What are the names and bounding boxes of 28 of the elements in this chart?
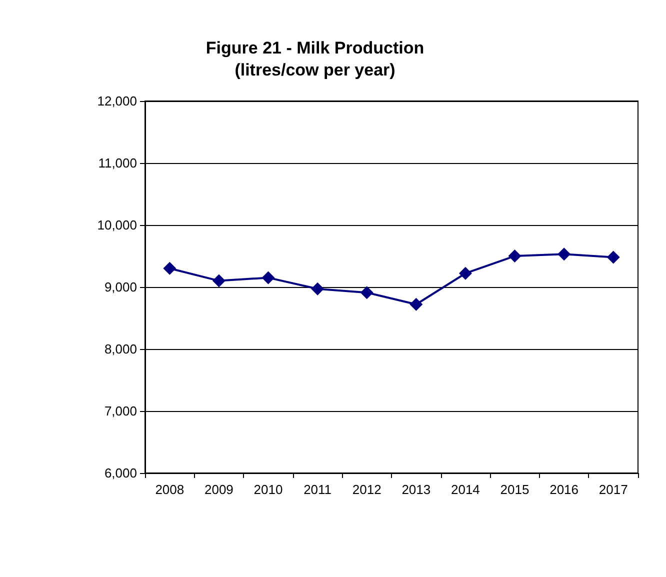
x-tick-label: 2016 [550,482,579,497]
y-tick-label: 9,000 [104,280,137,294]
point [410,298,423,311]
chart-title: Figure 21 - Milk Production (litres/cow per year) [206,38,424,80]
x-tick-label: 2012 [352,482,382,497]
point [262,271,275,284]
point [163,262,176,275]
point [558,248,571,261]
x-tick-label: 2014 [450,482,480,497]
x-tick-label: 2008 [155,482,184,497]
point [311,282,324,296]
y-tick-label: 12,000 [97,94,137,108]
point [212,274,226,288]
y-tick-label: 10,000 [97,218,137,232]
x-tick-label: 2010 [254,482,283,497]
x-tick-label: 2013 [402,482,431,497]
x-tick-label: 2017 [598,482,628,497]
point [606,250,620,264]
x-tick-label: 2009 [204,482,234,497]
y-tick-label: 7,000 [104,404,137,418]
x-tick-label: 2015 [500,482,530,497]
point [458,266,472,280]
x-tick-label: 2011 [304,482,332,497]
y-tick-label: 8,000 [104,342,137,356]
y-tick-label: 11,000 [98,156,137,170]
point [508,250,522,262]
y-tick-label: 6,000 [104,466,137,480]
point [360,286,374,300]
